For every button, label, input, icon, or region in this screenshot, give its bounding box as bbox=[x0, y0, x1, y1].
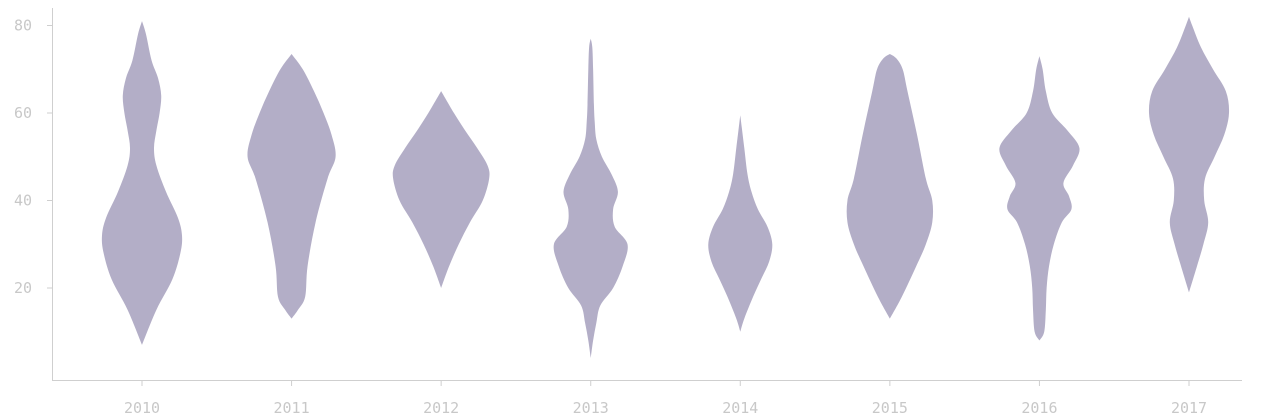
x-tick-label: 2014 bbox=[722, 399, 758, 417]
violin-2017 bbox=[1148, 16, 1230, 293]
x-tick-label: 2011 bbox=[274, 399, 310, 417]
violin-2013 bbox=[553, 38, 628, 358]
x-tick-label: 2013 bbox=[573, 399, 609, 417]
y-axis: 20 40 60 80 bbox=[14, 8, 53, 380]
violins-group bbox=[101, 16, 1230, 358]
violin-2010 bbox=[101, 21, 183, 345]
violin-2011 bbox=[247, 53, 336, 319]
y-tick-label: 60 bbox=[14, 104, 32, 122]
x-tick-label: 2012 bbox=[423, 399, 459, 417]
violin-2015 bbox=[846, 53, 934, 319]
x-axis: 2010 2011 2012 2013 2014 2015 2016 2017 bbox=[52, 380, 1242, 417]
violin-2016 bbox=[999, 56, 1080, 341]
y-tick-label: 20 bbox=[14, 279, 32, 297]
x-tick-label: 2017 bbox=[1171, 399, 1207, 417]
x-tick-label: 2016 bbox=[1021, 399, 1057, 417]
violin-2012 bbox=[392, 91, 490, 288]
y-tick-label: 80 bbox=[14, 17, 32, 35]
x-tick-label: 2010 bbox=[124, 399, 160, 417]
violin-2014 bbox=[708, 115, 773, 332]
y-tick-label: 40 bbox=[14, 192, 32, 210]
x-tick-label: 2015 bbox=[872, 399, 908, 417]
